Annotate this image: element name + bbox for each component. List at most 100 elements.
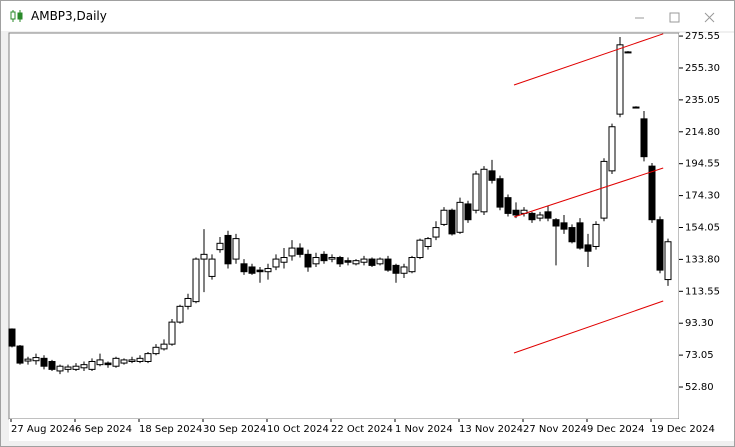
candle-body: [40, 357, 48, 367]
candle-body: [112, 357, 120, 367]
y-tick-label: 235.05: [685, 95, 720, 106]
candle-body: [464, 203, 472, 221]
window-title: AMBP3,Daily: [31, 9, 107, 23]
candle-body: [656, 219, 664, 271]
channel-line: [513, 33, 664, 86]
candle-body: [544, 211, 552, 219]
candle-body: [120, 359, 128, 364]
y-tick-label: 52.80: [685, 382, 714, 393]
y-tick-label: 93.30: [685, 318, 714, 329]
candle-body: [600, 160, 608, 219]
candle-body: [136, 357, 144, 362]
app-icon: [10, 10, 23, 22]
x-tick-label: 18 Sep 2024: [139, 424, 202, 435]
y-tick-label: 255.30: [685, 63, 720, 74]
candle-body: [144, 353, 152, 362]
candle-body: [8, 328, 16, 347]
candle-body: [272, 258, 280, 268]
candle-body: [416, 239, 424, 259]
window-buttons[interactable]: [629, 7, 729, 27]
candle-body: [624, 51, 632, 54]
candle-body: [160, 343, 168, 350]
candle-body: [208, 258, 216, 277]
candle-body: [24, 358, 32, 362]
candle-body: [264, 268, 272, 273]
candle-body: [72, 365, 80, 370]
y-tick-label: 133.80: [685, 254, 720, 265]
y-tick-label: 214.80: [685, 127, 720, 138]
candle-body: [408, 257, 416, 273]
candle-body: [472, 173, 480, 211]
candle-body: [288, 247, 296, 257]
y-tick-label: 73.05: [685, 350, 714, 361]
candle-body: [88, 360, 96, 370]
candle-body: [496, 178, 504, 208]
candle-body: [56, 365, 64, 372]
candle-body: [304, 253, 312, 268]
candle-body: [280, 257, 288, 263]
maximize[interactable]: [669, 12, 680, 23]
title-bar: AMBP3,Daily: [1, 1, 734, 31]
candle-body: [392, 264, 400, 274]
y-tick-label: 154.05: [685, 222, 720, 233]
candle-body: [192, 258, 200, 303]
candle-body: [368, 258, 376, 266]
x-tick-label: 13 Nov 2024: [459, 424, 523, 435]
candle-body: [16, 345, 24, 364]
candle-body: [168, 321, 176, 345]
candle-body: [512, 209, 520, 216]
candle-body: [584, 244, 592, 252]
candle-body: [560, 222, 568, 230]
candle-body: [216, 242, 224, 251]
candle-body: [488, 170, 496, 181]
candle-body: [224, 234, 232, 265]
x-tick-label: 9 Dec 2024: [587, 424, 645, 435]
candle-body: [320, 253, 328, 262]
candle-body: [456, 201, 464, 233]
candle-body: [296, 247, 304, 255]
candle-body: [632, 106, 640, 109]
candle-body: [616, 44, 624, 115]
y-tick-label: 113.55: [685, 286, 720, 297]
candle-body: [240, 263, 248, 273]
candle-body: [184, 297, 192, 307]
candle-body: [344, 260, 352, 263]
price-axis: [679, 33, 734, 419]
chart: 275.55 255.30 235.05 214.80 194.55 174.30 154.…: [8, 31, 734, 441]
candle-body: [328, 257, 336, 260]
x-tick-label: 22 Oct 2024: [331, 424, 393, 435]
x-tick-label: 30 Sep 2024: [203, 424, 266, 435]
x-tick-label: 1 Nov 2024: [395, 424, 453, 435]
candle-body: [432, 227, 440, 238]
candle-body: [400, 266, 408, 274]
candle-body: [552, 219, 560, 227]
x-tick-label: 27 Aug 2024: [11, 424, 75, 435]
candle-body: [568, 227, 576, 243]
candle-body: [648, 165, 656, 221]
candle-body: [576, 222, 584, 249]
candle-body: [528, 212, 536, 221]
candle-body: [128, 359, 136, 362]
candle-body: [104, 362, 112, 366]
x-tick-label: 19 Dec 2024: [651, 424, 715, 435]
candle-body: [232, 238, 240, 260]
candle-body: [248, 266, 256, 274]
y-tick-label: 174.30: [685, 191, 720, 202]
candle-body: [200, 253, 208, 260]
candle-body: [640, 118, 648, 158]
y-tick-label: 275.55: [685, 31, 720, 42]
channel-line: [513, 300, 664, 354]
candle-body: [504, 197, 512, 214]
candle-body: [312, 257, 320, 265]
candle-body: [424, 238, 432, 247]
close[interactable]: [704, 12, 715, 23]
candle-body: [48, 360, 56, 370]
candle-body: [352, 260, 360, 265]
candle-body: [96, 359, 104, 366]
candle-body: [32, 357, 40, 362]
candle-body: [64, 366, 72, 370]
candle-body: [336, 257, 344, 265]
date-axis: [9, 419, 734, 441]
candle-body: [360, 258, 368, 263]
